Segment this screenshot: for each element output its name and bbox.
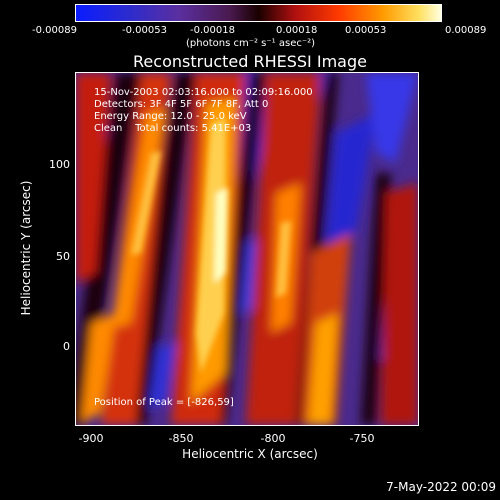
footer-date: 7-May-2022 00:09 <box>386 480 496 494</box>
annotation-counts: Clean Total counts: 5.41E+03 <box>94 123 252 134</box>
colorbar-tick: -0.00018 <box>190 25 235 36</box>
colorbar-tick: 0.00053 <box>345 25 387 36</box>
x-tick-label: -750 <box>349 432 375 445</box>
annotation-energy: Energy Range: 12.0 - 25.0 keV <box>94 111 247 122</box>
colorbar-units: (photons cm⁻² s⁻¹ asec⁻²) <box>186 38 316 49</box>
colorbar-tick: 0.00089 <box>445 25 487 36</box>
plot-title: Reconstructed RHESSI Image <box>133 52 367 71</box>
y-tick-label: 50 <box>56 250 70 263</box>
x-tick-label: -900 <box>78 432 104 445</box>
y-tick-label: 100 <box>49 158 70 171</box>
colorbar-tick: -0.00053 <box>122 25 167 36</box>
x-tick-label: -850 <box>168 432 194 445</box>
x-axis-label: Heliocentric X (arcsec) <box>182 447 318 461</box>
y-tick-label: 0 <box>63 340 70 353</box>
image-panel: 15-Nov-2003 02:03:16.000 to 02:09:16.000… <box>75 72 419 426</box>
annotation-detectors: Detectors: 3F 4F 5F 6F 7F 8F, Att 0 <box>94 99 269 110</box>
x-tick-label: -800 <box>260 432 286 445</box>
y-axis-label: Heliocentric Y (arcsec) <box>19 180 33 316</box>
annotation-time: 15-Nov-2003 02:03:16.000 to 02:09:16.000 <box>94 87 313 98</box>
colorbar <box>75 4 442 22</box>
annotation-peak: Position of Peak = [-826,59] <box>94 397 234 408</box>
colorbar-tick: -0.00089 <box>32 25 77 36</box>
colorbar-tick: 0.00018 <box>276 25 318 36</box>
rhessi-image <box>76 73 418 425</box>
